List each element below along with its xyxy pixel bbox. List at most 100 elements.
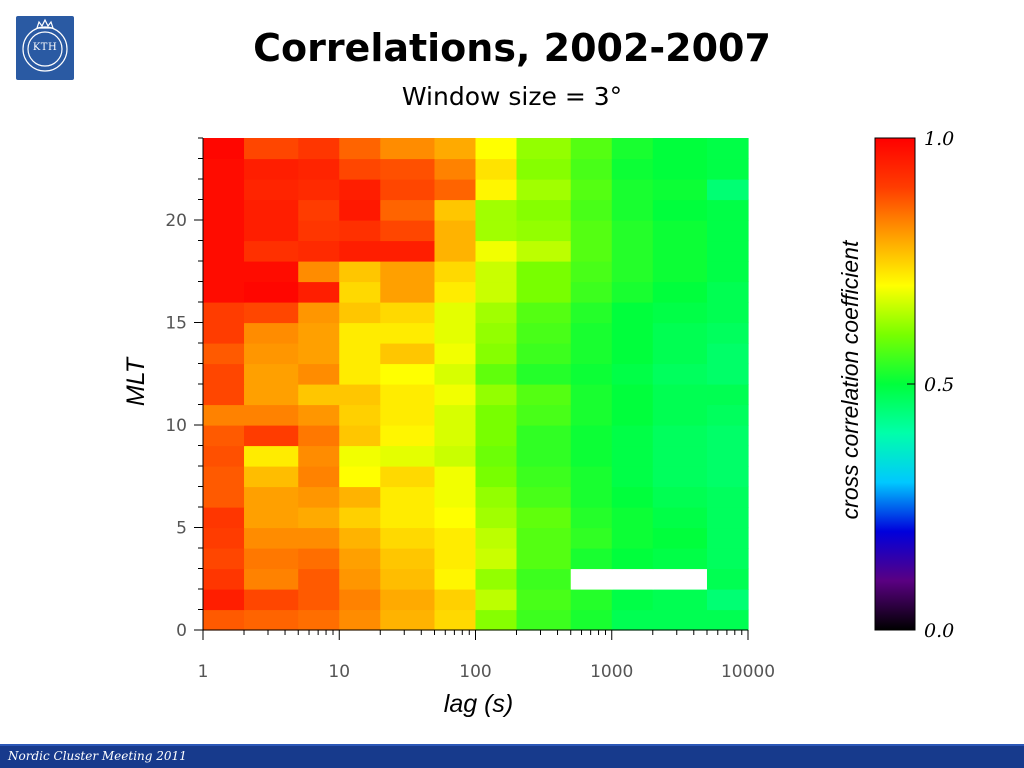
heatmap-cell — [434, 486, 477, 508]
heatmap-cell — [652, 404, 708, 426]
heatmap-cell — [298, 363, 340, 385]
heatmap-cell — [339, 158, 381, 180]
heatmap-cell — [380, 486, 436, 508]
heatmap-cell — [434, 322, 477, 344]
heatmap-cell — [570, 281, 613, 303]
heatmap-cell — [434, 527, 477, 549]
heatmap-cell — [611, 445, 654, 467]
heatmap-cell — [339, 507, 381, 529]
x-tick-label: 10 — [328, 662, 350, 682]
heatmap-cell — [570, 507, 613, 529]
heatmap-cell — [706, 445, 749, 467]
heatmap-cell — [203, 199, 245, 221]
heatmap-cell — [652, 609, 708, 631]
heatmap-cell — [652, 384, 708, 406]
heatmap-cell — [706, 261, 749, 283]
heatmap-cell — [475, 507, 518, 529]
heatmap-cell — [434, 466, 477, 488]
heatmap-cell — [652, 466, 708, 488]
heatmap-cell — [203, 486, 245, 508]
heatmap-cell — [570, 384, 613, 406]
heatmap-cell — [706, 384, 749, 406]
heatmap-cell — [203, 527, 245, 549]
heatmap-cell — [570, 322, 613, 344]
heatmap-cell — [339, 281, 381, 303]
heatmap-cell — [339, 609, 381, 631]
footer-text: Nordic Cluster Meeting 2011 — [8, 749, 187, 763]
heatmap-cell — [339, 179, 381, 201]
heatmap-cell — [611, 527, 654, 549]
heatmap-cell — [339, 445, 381, 467]
heatmap-cell — [475, 261, 518, 283]
heatmap-cell — [475, 568, 518, 590]
heatmap-cell — [298, 466, 340, 488]
heatmap-cell — [298, 404, 340, 426]
heatmap-cell — [380, 466, 436, 488]
heatmap-cell — [380, 343, 436, 365]
heatmap-cell — [298, 138, 340, 160]
heatmap-cell — [434, 548, 477, 570]
heatmap-cell — [570, 609, 613, 631]
x-tick-label: 1000 — [590, 662, 633, 682]
heatmap-cell — [706, 138, 749, 160]
y-tick-label: 0 — [176, 621, 187, 641]
heatmap-cell — [434, 404, 477, 426]
x-tick-label: 10000 — [721, 662, 775, 682]
heatmap-cell — [380, 404, 436, 426]
heatmap-cell — [611, 302, 654, 324]
y-tick-label: 15 — [165, 314, 187, 334]
heatmap-cell — [706, 425, 749, 447]
heatmap-cell — [380, 568, 436, 590]
heatmap-cell — [244, 322, 299, 344]
heatmap-cell — [652, 589, 708, 611]
heatmap-cell — [611, 240, 654, 262]
heatmap-cell — [706, 507, 749, 529]
heatmap-cell — [298, 220, 340, 242]
heatmap-cell — [339, 486, 381, 508]
heatmap-cell — [339, 527, 381, 549]
heatmap-cell — [203, 363, 245, 385]
heatmap-cell — [570, 179, 613, 201]
heatmap-cell — [652, 138, 708, 160]
y-tick-label: 20 — [165, 211, 187, 231]
page-subtitle: Window size = 3° — [401, 82, 623, 111]
heatmap-cell — [570, 220, 613, 242]
heatmap-cell — [244, 240, 299, 262]
heatmap-cell — [516, 240, 572, 262]
heatmap-cell — [516, 363, 572, 385]
y-tick-label: 10 — [165, 416, 187, 436]
heatmap-cell — [516, 527, 572, 549]
heatmap-cell — [611, 609, 654, 631]
heatmap-cell — [434, 507, 477, 529]
heatmap-cell — [475, 363, 518, 385]
kth-logo: KTH — [16, 16, 74, 80]
heatmap-chart: 0 5 10 15 20 1 10 100 1000 10000 lag (s) MLT 0.0 0.5 1… — [122, 128, 954, 718]
heatmap-cell — [380, 589, 436, 611]
heatmap-cell — [570, 138, 613, 160]
heatmap-cell — [380, 445, 436, 467]
heatmap-cell — [475, 486, 518, 508]
y-axis-label: MLT — [122, 356, 150, 406]
heatmap-cell — [203, 158, 245, 180]
heatmap-cell — [298, 527, 340, 549]
heatmap-cell — [475, 240, 518, 262]
heatmap-cell — [706, 486, 749, 508]
heatmap-cell — [611, 363, 654, 385]
heatmap-cell — [244, 199, 299, 221]
x-tick-label: 100 — [459, 662, 491, 682]
heatmap-cell — [475, 589, 518, 611]
heatmap-cell — [434, 589, 477, 611]
heatmap-cell — [611, 343, 654, 365]
heatmap-cell — [516, 281, 572, 303]
heatmap-cell — [516, 466, 572, 488]
heatmap-cell — [380, 158, 436, 180]
heatmap-cell — [475, 343, 518, 365]
heatmap-cell — [570, 343, 613, 365]
heatmap-cell — [611, 589, 654, 611]
heatmap-cell — [380, 138, 436, 160]
heatmap-cell — [706, 343, 749, 365]
heatmap-cell — [570, 486, 613, 508]
heatmap-cell — [298, 302, 340, 324]
heatmap-cell-missing — [611, 568, 654, 590]
crown-emblem-icon — [22, 18, 68, 72]
